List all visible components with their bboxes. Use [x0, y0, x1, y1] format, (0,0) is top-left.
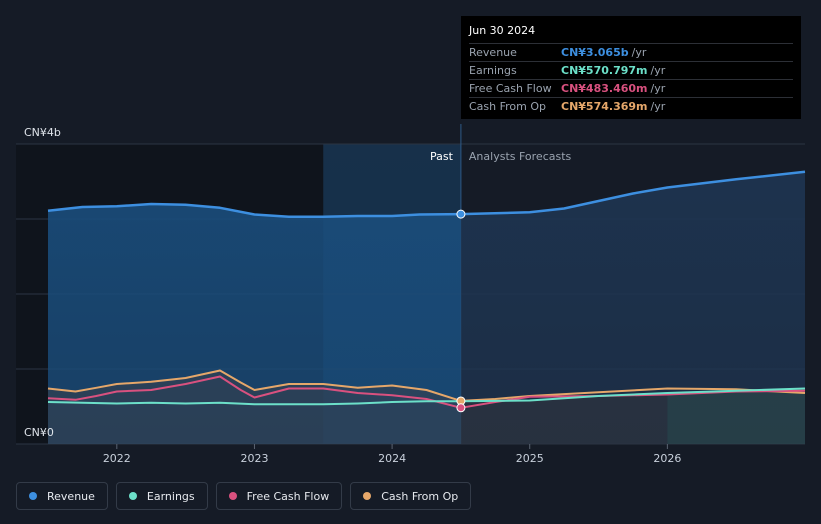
tooltip: Jun 30 2024 Revenue CN¥3.065b /yr Earnin…	[461, 16, 801, 119]
tooltip-unit: /yr	[631, 46, 647, 59]
past-label: Past	[430, 150, 454, 163]
legend-item-cash-from-op[interactable]: Cash From Op	[350, 482, 472, 510]
cash-area-past	[48, 370, 461, 444]
x-tick-label: 2025	[516, 452, 544, 465]
legend-label: Cash From Op	[381, 489, 459, 503]
tooltip-unit: /yr	[650, 64, 666, 77]
tooltip-row-fcf: Free Cash Flow CN¥483.460m /yr	[469, 80, 793, 98]
legend-item-free-cash-flow[interactable]: Free Cash Flow	[215, 482, 343, 510]
tooltip-unit: /yr	[650, 100, 666, 113]
series-line-free-cash-flow	[47, 375, 806, 409]
tooltip-value: CN¥570.797m	[561, 64, 648, 77]
tooltip-row-revenue: Revenue CN¥3.065b /yr	[469, 44, 793, 62]
tooltip-date: Jun 30 2024	[469, 24, 793, 44]
x-tick-label: 2024	[378, 452, 406, 465]
legend-item-earnings[interactable]: Earnings	[115, 482, 208, 510]
legend-dot-icon	[29, 492, 37, 500]
lower-area-forecast	[460, 393, 668, 444]
series-line-cash-from-op	[47, 369, 806, 402]
highlight-marker	[456, 209, 466, 219]
tooltip-row-cfo: Cash From Op CN¥574.369m /yr	[469, 98, 793, 115]
tooltip-label: Cash From Op	[469, 100, 547, 113]
tooltip-value: CN¥574.369m	[561, 100, 648, 113]
tooltip-label: Earnings	[469, 64, 517, 77]
tooltip-row-earnings: Earnings CN¥570.797m /yr	[469, 62, 793, 80]
tooltip-label: Revenue	[469, 46, 517, 59]
revenue-area-forecast	[460, 171, 805, 445]
earnings-area-forecast	[667, 388, 805, 444]
series-line-revenue	[47, 170, 806, 219]
legend: Revenue Earnings Free Cash Flow Cash Fro…	[16, 482, 472, 510]
x-tick-label: 2022	[103, 452, 131, 465]
tooltip-value: CN¥483.460m	[561, 82, 648, 95]
x-tick-label: 2026	[653, 452, 681, 465]
legend-label: Free Cash Flow	[246, 489, 330, 503]
legend-label: Revenue	[47, 489, 95, 503]
x-tick-label: 2023	[240, 452, 268, 465]
tooltip-unit: /yr	[650, 82, 666, 95]
forecast-label: Analysts Forecasts	[469, 150, 572, 163]
legend-item-revenue[interactable]: Revenue	[16, 482, 108, 510]
series-line-earnings	[47, 387, 806, 406]
y-tick-label: CN¥0	[24, 426, 54, 439]
tooltip-value: CN¥3.065b	[561, 46, 629, 59]
tooltip-label: Free Cash Flow	[469, 82, 552, 95]
legend-dot-icon	[228, 492, 237, 500]
legend-dot-icon	[363, 492, 372, 500]
y-tick-label: CN¥4b	[24, 126, 61, 139]
highlight-marker	[456, 403, 466, 413]
legend-dot-icon	[128, 492, 137, 500]
legend-label: Earnings	[146, 489, 195, 503]
